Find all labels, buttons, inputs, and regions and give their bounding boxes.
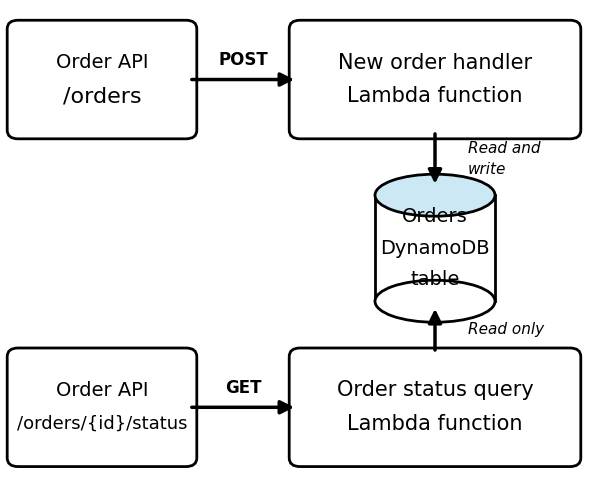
FancyBboxPatch shape [7,20,197,139]
Text: DynamoDB: DynamoDB [380,239,490,258]
Text: Lambda function: Lambda function [347,414,523,434]
Text: /orders: /orders [62,86,142,107]
Text: Orders: Orders [402,207,468,227]
Text: Order API: Order API [56,53,148,72]
Text: Read and
write: Read and write [468,141,541,177]
Text: Lambda function: Lambda function [347,86,523,107]
Ellipse shape [375,280,495,322]
Bar [375,195,495,301]
FancyBboxPatch shape [7,348,197,467]
Text: Order status query: Order status query [337,380,533,401]
Text: Read only: Read only [468,322,544,337]
Ellipse shape [375,174,495,216]
FancyBboxPatch shape [289,20,581,139]
Text: POST: POST [218,51,268,69]
Text: Order API: Order API [56,381,148,400]
Text: New order handler: New order handler [338,53,532,73]
Text: GET: GET [225,379,261,397]
Text: /orders/{id}/status: /orders/{id}/status [17,415,187,433]
Text: table: table [410,270,460,289]
FancyBboxPatch shape [289,348,581,467]
